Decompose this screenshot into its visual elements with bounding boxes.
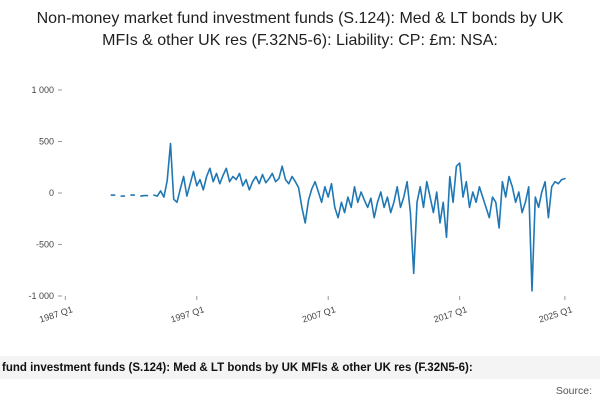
- chart-area: 1 000 500 0 -500 -1 000 1987 Q1 1997 Q1 2007 Q1…: [10, 76, 590, 352]
- svg-text:0: 0: [49, 188, 54, 198]
- svg-text:-500: -500: [36, 240, 54, 250]
- svg-text:2025 Q1: 2025 Q1: [538, 304, 574, 324]
- svg-text:2017 Q1: 2017 Q1: [432, 304, 468, 324]
- caption-text: fund investment funds (S.124): Med & LT …: [2, 361, 473, 374]
- svg-text:-1 000: -1 000: [28, 291, 54, 301]
- svg-text:500: 500: [39, 137, 54, 147]
- svg-text:1 000: 1 000: [31, 85, 54, 95]
- caption-bar: fund investment funds (S.124): Med & LT …: [0, 356, 600, 379]
- source-label: Source:: [555, 385, 592, 397]
- svg-text:1987 Q1: 1987 Q1: [38, 304, 74, 324]
- line-chart: 1 000 500 0 -500 -1 000 1987 Q1 1997 Q1 2007 Q1…: [28, 85, 574, 325]
- chart-title: Non-money market fund investment funds (…: [36, 10, 564, 49]
- svg-text:2007 Q1: 2007 Q1: [301, 304, 337, 324]
- svg-text:1997 Q1: 1997 Q1: [169, 304, 205, 324]
